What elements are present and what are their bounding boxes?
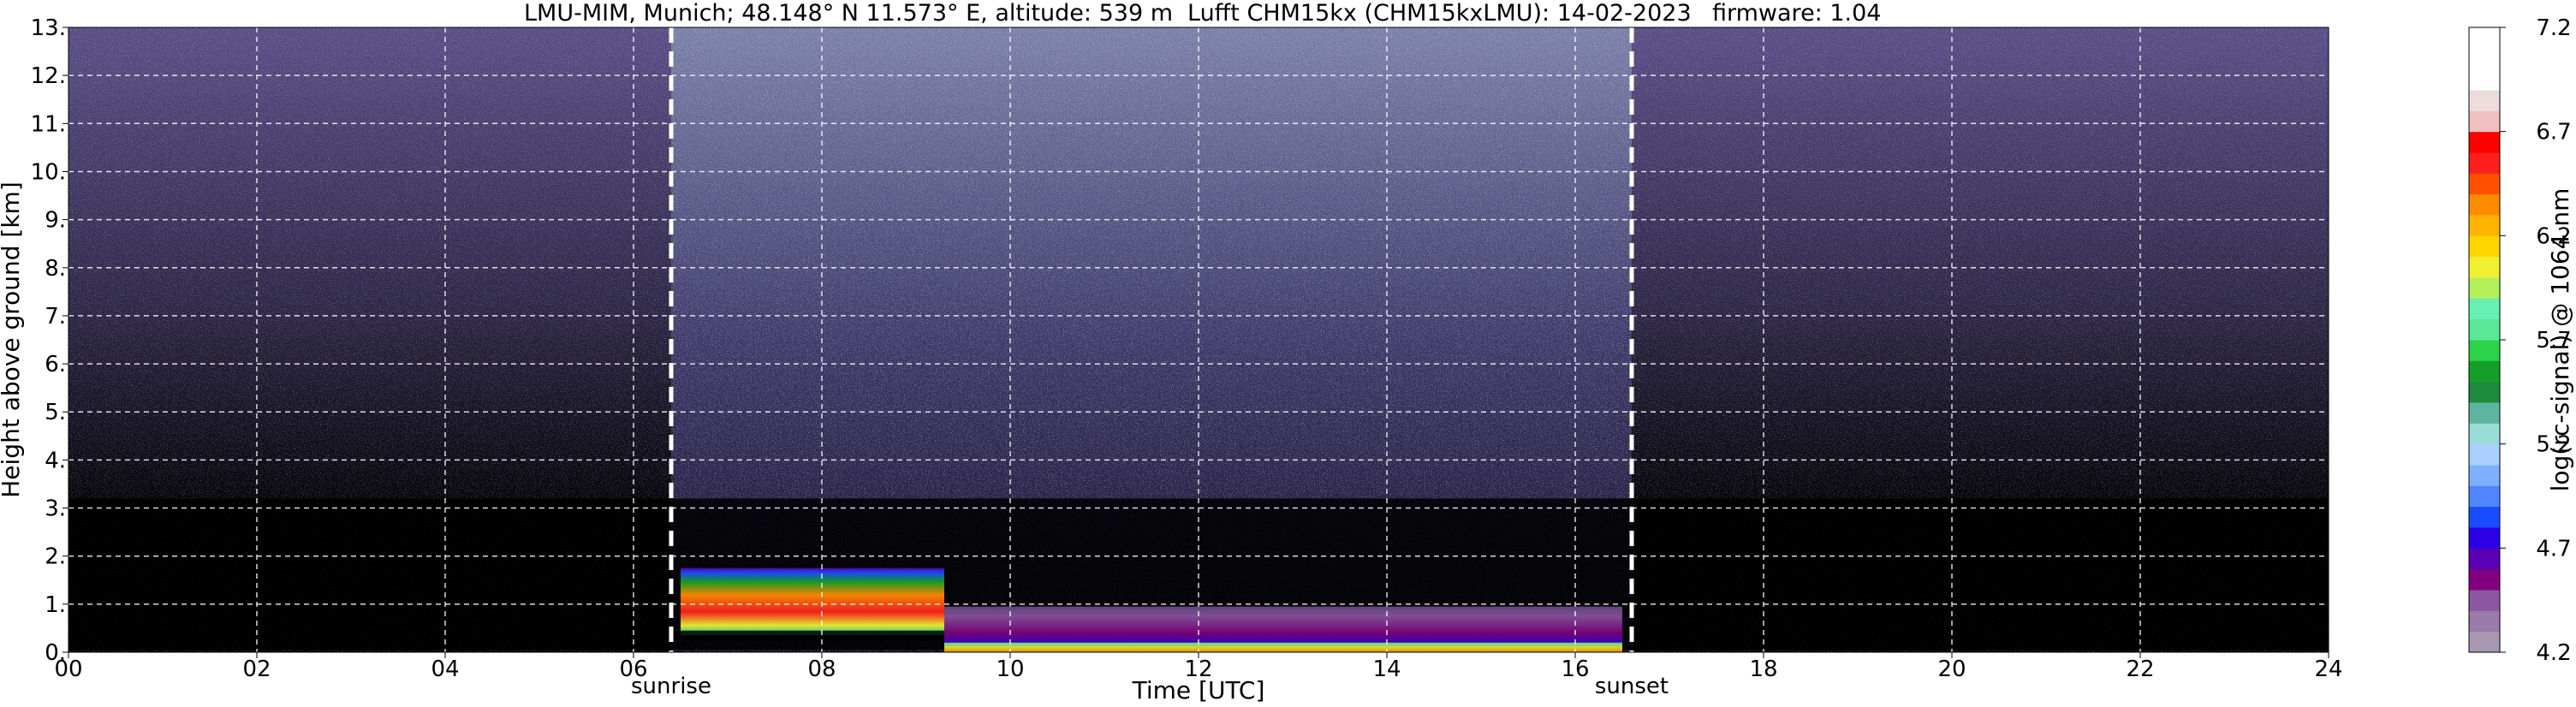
colorbar-segment [2469,590,2500,611]
x-tick-label: 18 [1749,656,1777,682]
title-station: LMU-MIM, Munich; 48.148° N 11.573° E, al… [524,0,1173,27]
colorbar-segment [2469,173,2500,195]
colorbar-segment [2469,68,2500,91]
x-tick-label: 12 [1184,656,1212,682]
x-tick-label: 02 [242,656,271,682]
sunset-label: sunset [1595,674,1669,699]
x-tick-label: 22 [2126,656,2154,682]
x-tick-label: 14 [1372,656,1401,682]
signal-feature [944,606,1622,645]
y-tick-label: 0. [45,640,66,666]
y-tick-label: 9. [45,208,66,234]
x-axis-label: Time [UTC] [1132,676,1265,704]
colorbar-segment [2469,527,2500,549]
x-axis-ticks: 00 02 04 06 08 10 12 14 16 18 20 22 24 [54,652,2343,682]
colorbar-tick-label: 5.2 [2536,432,2571,458]
y-tick-label: 6. [45,352,66,377]
colorbar-tick-label: 4.2 [2536,640,2571,666]
colorbar-segment [2469,506,2500,528]
colorbar-segment [2469,465,2500,486]
colorbar-segment [2469,610,2500,633]
x-tick-label: 08 [807,656,836,682]
colorbar-segment [2469,485,2500,508]
colorbar-segment [2469,152,2500,174]
signal-feature [681,567,944,636]
x-tick-label: 00 [54,656,82,682]
colorbar-segment [2469,215,2500,236]
colorbar-segment [2469,256,2500,278]
colorbar-tick-label: 6.7 [2536,120,2571,146]
sun-marker-lines [669,27,1634,652]
colorbar-segment [2469,423,2500,445]
sun-marker-labels: sunrise sunset [631,674,1669,699]
colorbar-segment [2469,48,2500,70]
colorbar-tick-label: 5.7 [2536,328,2571,354]
colorbar-tick-label: 7.2 [2536,15,2571,41]
y-tick-label: 10. [31,159,66,185]
low-signal-band [681,630,944,640]
colorbar-segment [2469,381,2500,403]
colorbar-segment [2469,90,2500,111]
x-tick-label: 20 [1937,656,1966,682]
colorbar-segment [2469,277,2500,299]
colorbar-tick-label: 6.2 [2536,223,2571,249]
x-tick-label: 10 [996,656,1024,682]
sunrise-label: sunrise [631,674,711,699]
y-tick-label: 8. [45,256,66,282]
colorbar-segment [2469,110,2500,133]
y-axis-label: Height above ground [km] [0,181,25,498]
colorbar-segment [2469,298,2500,320]
colorbar-segment [2469,548,2500,570]
y-tick-label: 1. [45,592,66,618]
colorbar-tick-label: 4.7 [2536,536,2571,561]
colorbar-segment [2469,402,2500,424]
colorbar-segment [2469,568,2500,591]
signal-feature [944,642,1622,652]
colorbar-segment [2469,631,2500,653]
title-firmware: firmware: 1.04 [1712,0,1881,27]
y-tick-label: 4. [45,448,66,473]
y-tick-label: 11. [31,111,66,137]
x-tick-label: 04 [431,656,459,682]
colorbar: 4.2 4.7 5.2 5.7 6.2 6.7 7.2 [2468,15,2572,666]
y-tick-label: 7. [45,304,66,330]
title-instrument: Lufft CHM15kx (CHM15kxLMU): 14-02-2023 [1187,0,1692,27]
x-tick-label: 06 [619,656,647,682]
colorbar-segment [2469,193,2500,216]
y-tick-label: 5. [45,400,66,425]
y-tick-label: 2. [45,544,66,570]
colorbar-label: log(rc-signal) @ 1064 nm [2546,188,2574,492]
colorbar-segment [2469,131,2500,153]
colorbar-segment [2469,360,2500,383]
y-tick-label: 12. [31,63,66,89]
colorbar-segment [2469,318,2500,341]
x-tick-label: 16 [1561,656,1589,682]
colorbar-segment [2469,340,2500,361]
colorbar-segment [2469,27,2500,49]
grid-lines [68,27,2329,652]
y-axis-ticks: 0. 1. 2. 3. 4. 5. 6. 7. 8. 9. 10. 11. 12. 13. [31,15,68,666]
x-tick-label: 24 [2314,656,2342,682]
colorbar-segment [2469,443,2500,466]
y-tick-label: 13. [31,15,66,41]
colorbar-segment [2469,235,2500,258]
features-layer [681,567,1622,652]
plot-area [68,27,2329,652]
y-tick-label: 3. [45,496,66,522]
